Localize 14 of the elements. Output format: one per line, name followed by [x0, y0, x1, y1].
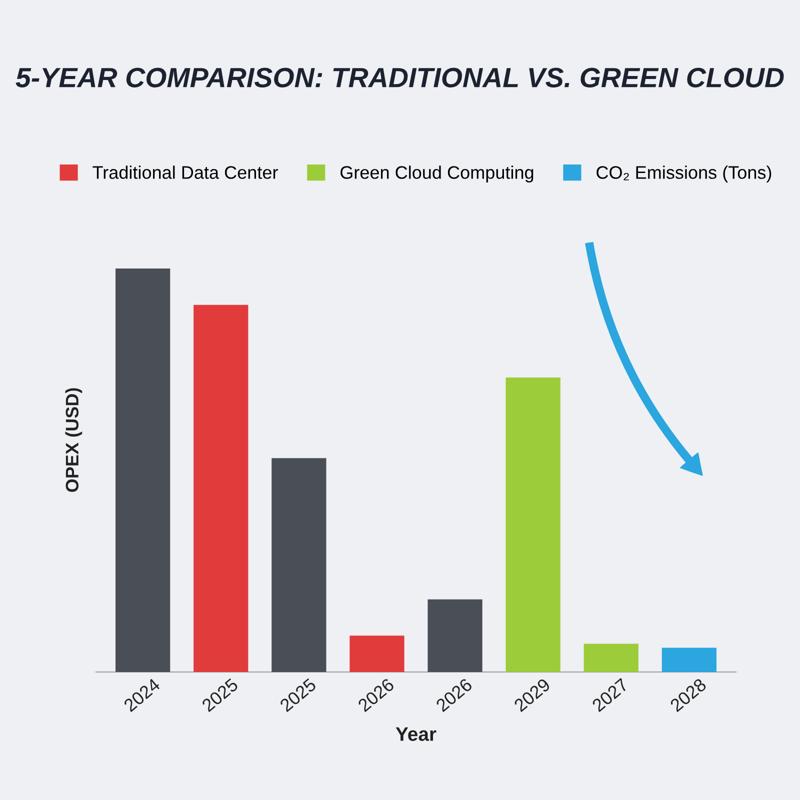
legend-label: Traditional Data Center	[92, 166, 278, 179]
x-axis-title: Year	[396, 727, 436, 741]
bar	[584, 644, 638, 672]
bar	[662, 648, 716, 672]
bar	[350, 636, 404, 672]
chart-title: 5-YEAR COMPARISON: TRADITIONAL VS. GREEN CLOUD	[16, 68, 784, 88]
legend-label: Green Cloud Computing	[340, 166, 534, 182]
legend-label: CO₂ Emissions (Tons)	[596, 166, 772, 182]
bar	[194, 304, 248, 672]
bar	[506, 377, 560, 672]
bar	[116, 268, 170, 672]
bar	[272, 458, 326, 672]
y-axis-title: OPEX (USD)	[65, 388, 82, 492]
bar	[428, 599, 482, 672]
